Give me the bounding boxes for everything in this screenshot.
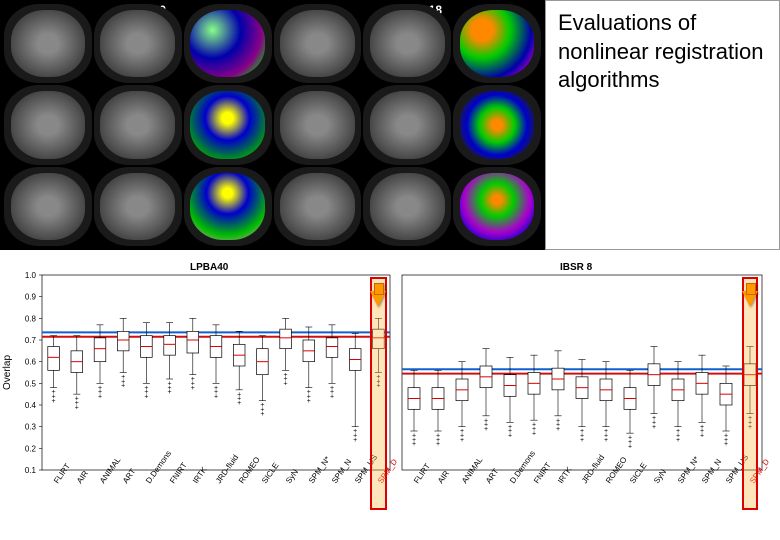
brain-axial-gray-1 <box>4 85 92 164</box>
svg-text:+: + <box>307 398 311 405</box>
svg-text:+: + <box>353 437 357 444</box>
arrow-icon <box>742 291 758 307</box>
svg-text:+: + <box>700 433 704 440</box>
svg-text:+: + <box>556 426 560 433</box>
brain-axial-gray-2 <box>94 85 182 164</box>
svg-text:+: + <box>484 426 488 433</box>
svg-text:+: + <box>191 385 195 392</box>
brain-sagittal-seg-2 <box>453 4 541 83</box>
svg-text:+: + <box>604 437 608 444</box>
svg-text:+: + <box>284 381 288 388</box>
brain-axial-gray-3 <box>274 85 362 164</box>
svg-text:+: + <box>144 394 148 401</box>
svg-text:0.1: 0.1 <box>25 466 37 475</box>
svg-text:+: + <box>260 411 264 418</box>
svg-text:+: + <box>508 433 512 440</box>
svg-text:+: + <box>676 437 680 444</box>
svg-text:0.2: 0.2 <box>25 444 37 453</box>
brain-coronal-gray-2 <box>94 167 182 246</box>
brain-coronal-seg-2 <box>453 167 541 246</box>
svg-text:1.0: 1.0 <box>25 271 37 280</box>
svg-text:0.5: 0.5 <box>25 379 37 388</box>
svg-text:+: + <box>168 389 172 396</box>
brain-axial-gray-4 <box>363 85 451 164</box>
svg-text:+: + <box>98 394 102 401</box>
brain-sagittal-gray-3 <box>274 4 362 83</box>
svg-text:+: + <box>580 437 584 444</box>
svg-text:+: + <box>724 441 728 448</box>
brain-coronal-seg-1 <box>184 167 272 246</box>
brain-sagittal-seg-1 <box>184 4 272 83</box>
arrow-icon <box>370 291 386 307</box>
highlight-column <box>370 277 386 510</box>
svg-text:0.9: 0.9 <box>25 293 37 302</box>
svg-text:+: + <box>121 383 125 390</box>
brain-coronal-gray-1 <box>4 167 92 246</box>
brain-coronal-gray-3 <box>274 167 362 246</box>
svg-text:+: + <box>330 394 334 401</box>
svg-text:0.3: 0.3 <box>25 423 37 432</box>
brain-axial-seg-1 <box>184 85 272 164</box>
svg-text:+: + <box>237 400 241 407</box>
highlight-column <box>742 277 759 510</box>
top-section: LPBA40 IBSR18 Evaluations of nonlinear r… <box>0 0 780 250</box>
svg-text:+: + <box>628 443 632 450</box>
brain-axial-seg-2 <box>453 85 541 164</box>
brain-sagittal-gray-1 <box>4 4 92 83</box>
svg-text:+: + <box>460 437 464 444</box>
brain-sagittal-gray-2 <box>94 4 182 83</box>
svg-text:+: + <box>214 394 218 401</box>
brain-sagittal-gray-4 <box>363 4 451 83</box>
svg-text:+: + <box>532 430 536 437</box>
svg-text:+: + <box>75 404 79 411</box>
boxplot-svg: 0.1 0.2 0.3 0.4 0.5 0.6 0.7 0.8 0.9 1.0 + + + + + + + + + +… <box>0 260 780 530</box>
svg-text:0.6: 0.6 <box>25 358 37 367</box>
title-box: Evaluations of nonlinear registration al… <box>545 0 780 250</box>
slide-title: Evaluations of nonlinear registration al… <box>558 9 767 95</box>
brain-image-grid: LPBA40 IBSR18 <box>0 0 545 250</box>
svg-text:+: + <box>52 398 56 405</box>
svg-text:+: + <box>652 424 656 431</box>
boxplot-chart: LPBA40 IBSR 8 Overlap 0.10.20.30.40.50.6… <box>0 260 780 530</box>
svg-text:0.4: 0.4 <box>25 401 37 410</box>
svg-text:+: + <box>412 441 416 448</box>
svg-text:0.8: 0.8 <box>25 314 37 323</box>
brain-coronal-gray-4 <box>363 167 451 246</box>
svg-text:0.7: 0.7 <box>25 336 37 345</box>
svg-text:+: + <box>436 441 440 448</box>
